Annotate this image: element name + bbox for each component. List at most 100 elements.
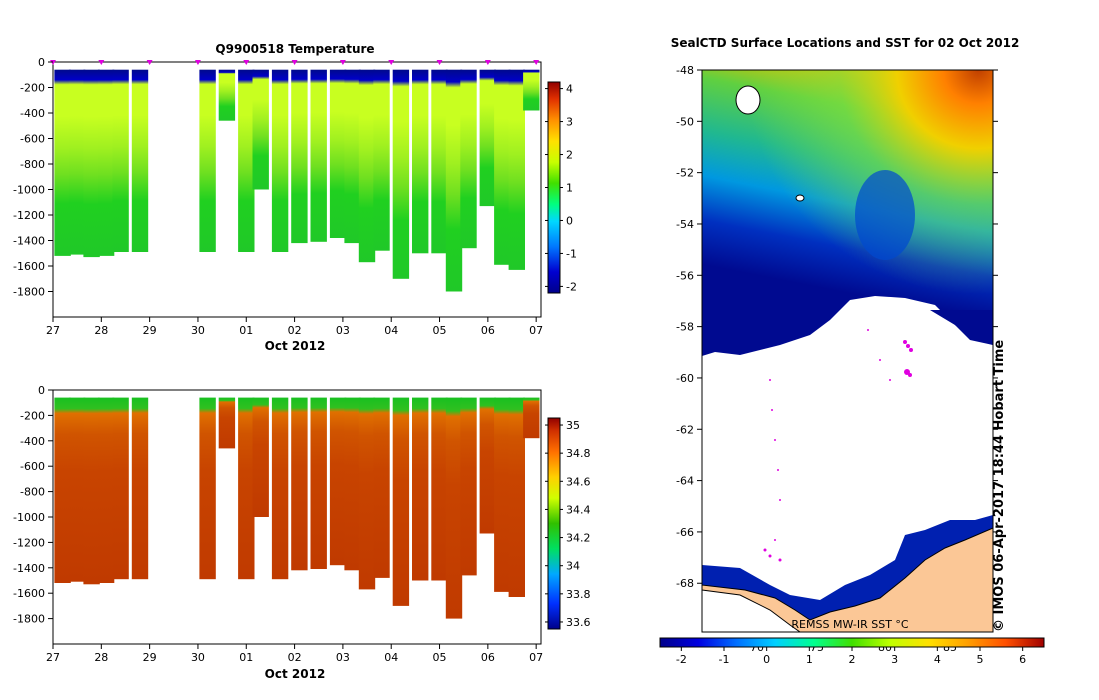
profile-column: [291, 397, 308, 571]
sst-colorbar-tick-label: 5: [977, 653, 984, 666]
profile-column: [68, 69, 86, 255]
antarctica-land: [701, 527, 994, 633]
salinity-x-axis: 27 28 29 30 01 02 03 04 05 06 07: [46, 644, 543, 664]
x-tick-label: 05: [433, 651, 447, 664]
temperature-x-axis: 27 28 29 30 01 02 03 04 05 06 07: [46, 317, 543, 337]
profile-column: [329, 69, 347, 238]
map-frame: [701, 69, 994, 633]
colorbar-tick-label: 34.2: [566, 532, 591, 545]
y-tick-label: -1800: [13, 613, 45, 626]
y-tick-label: -400: [20, 107, 45, 120]
profile-column: [68, 397, 86, 582]
profile-column: [431, 69, 448, 254]
profile-column: [392, 69, 410, 279]
profile-column: [97, 69, 115, 256]
temperature-y-axis: 0 -200 -400 -600 -800 -1000 -1200 -1400 -1600 -18…: [13, 56, 53, 299]
profile-column: [291, 69, 308, 244]
salinity-xlabel: Oct 2012: [265, 667, 326, 681]
profile-column: [373, 69, 390, 251]
x-tick-label: 27: [46, 324, 60, 337]
colorbar-tick-label: -1: [566, 247, 577, 260]
temperature-xlabel: Oct 2012: [265, 339, 326, 353]
profile-column: [271, 69, 289, 252]
profile-column: [445, 397, 463, 619]
profile-marker: [388, 60, 395, 65]
profile-column: [271, 397, 289, 580]
profile-column: [412, 397, 429, 581]
profile-column: [358, 397, 376, 590]
warm-water-region: [702, 70, 993, 350]
x-tick-label: 29: [143, 651, 157, 664]
profile-column: [445, 69, 463, 292]
sst-colorbar-ticks: -2 -1 0 1 2 3 4 5 6: [676, 647, 1026, 666]
x-tick-label: 07: [529, 651, 543, 664]
salinity-y-axis: 0 -200 -400 -600 -800 -1000 -1200 -1400 -1600 -18…: [13, 384, 53, 626]
profile-column: [460, 397, 477, 576]
profile-marker: [484, 60, 491, 65]
profile-column: [238, 69, 255, 252]
y-tick-label: -1200: [13, 209, 45, 222]
map-title: SealCTD Surface Locations and SST for 02…: [671, 36, 1020, 50]
profile-column: [310, 397, 327, 569]
profile-column: [83, 69, 100, 258]
profile-column: [523, 69, 540, 111]
y-tick-label: 0: [38, 56, 45, 69]
y-tick-label: -1800: [13, 286, 45, 299]
profile-column: [131, 69, 149, 252]
x-tick-label: 03: [336, 651, 350, 664]
temperature-title: Q9900518 Temperature: [215, 42, 374, 56]
profile-column: [412, 69, 429, 254]
sst-colorbar-tick-label: 3: [891, 653, 898, 666]
x-tick-label: 02: [288, 651, 302, 664]
y-tick-label: 0: [38, 384, 45, 397]
profile-column: [238, 397, 255, 580]
map-latitude-axis: -48 -50 -52 -54 -56 -58 -60 -62 -64 -66 -68: [676, 64, 998, 590]
lat-tick-label: -48: [676, 64, 694, 77]
profile-column: [460, 69, 477, 249]
colorbar-tick-label: 33.8: [566, 588, 591, 601]
seal-track-points: [763, 329, 913, 562]
colorbar-tick-label: 35: [566, 419, 580, 432]
x-tick-label: 29: [143, 324, 157, 337]
profile-marker: [146, 60, 153, 65]
profile-column: [392, 397, 410, 606]
sst-colorbar-tick-label: -2: [676, 653, 687, 666]
lat-tick-label: -68: [676, 577, 694, 590]
lat-tick-label: -66: [676, 526, 694, 539]
x-tick-label: 30: [191, 324, 205, 337]
x-tick-label: 06: [481, 324, 495, 337]
profile-marker: [436, 60, 443, 65]
profile-column: [199, 69, 216, 252]
imos-stamp: © IMOS 06-Apr-2017 18:44 Hobart Time: [992, 340, 1007, 632]
x-tick-label: 04: [384, 651, 398, 664]
profile-column: [131, 397, 149, 580]
sst-colorbar-tick-label: 0: [763, 653, 770, 666]
x-tick-label: 28: [94, 324, 108, 337]
salinity-colorbar: [547, 417, 561, 630]
x-tick-label: 28: [94, 651, 108, 664]
profile-column: [523, 397, 540, 439]
sst-colorbar: [659, 637, 1045, 648]
profile-marker: [291, 60, 298, 65]
profile-column: [358, 69, 376, 263]
profile-column: [310, 69, 327, 242]
lat-tick-label: -62: [676, 423, 694, 436]
lat-tick-label: -52: [676, 167, 694, 180]
heard-island: [795, 194, 805, 202]
temperature-colorbar-ticks: -2 -1 0 1 2 3 4: [545, 83, 577, 293]
x-tick-label: 05: [433, 324, 447, 337]
y-tick-label: -1000: [13, 511, 45, 524]
profile-column: [344, 69, 361, 244]
profile-column: [494, 69, 511, 265]
temperature-section: [54, 69, 540, 292]
profile-marker: [98, 60, 105, 65]
y-tick-label: -1200: [13, 536, 45, 549]
profile-column: [218, 397, 236, 449]
colorbar-tick-label: 34: [566, 560, 580, 573]
sst-colorbar-tick-label: 1: [806, 653, 813, 666]
profile-marker: [243, 60, 250, 65]
cold-front-east: [930, 310, 993, 345]
profile-column: [252, 397, 269, 517]
profile-column: [373, 397, 390, 578]
lat-tick-label: -50: [676, 115, 694, 128]
